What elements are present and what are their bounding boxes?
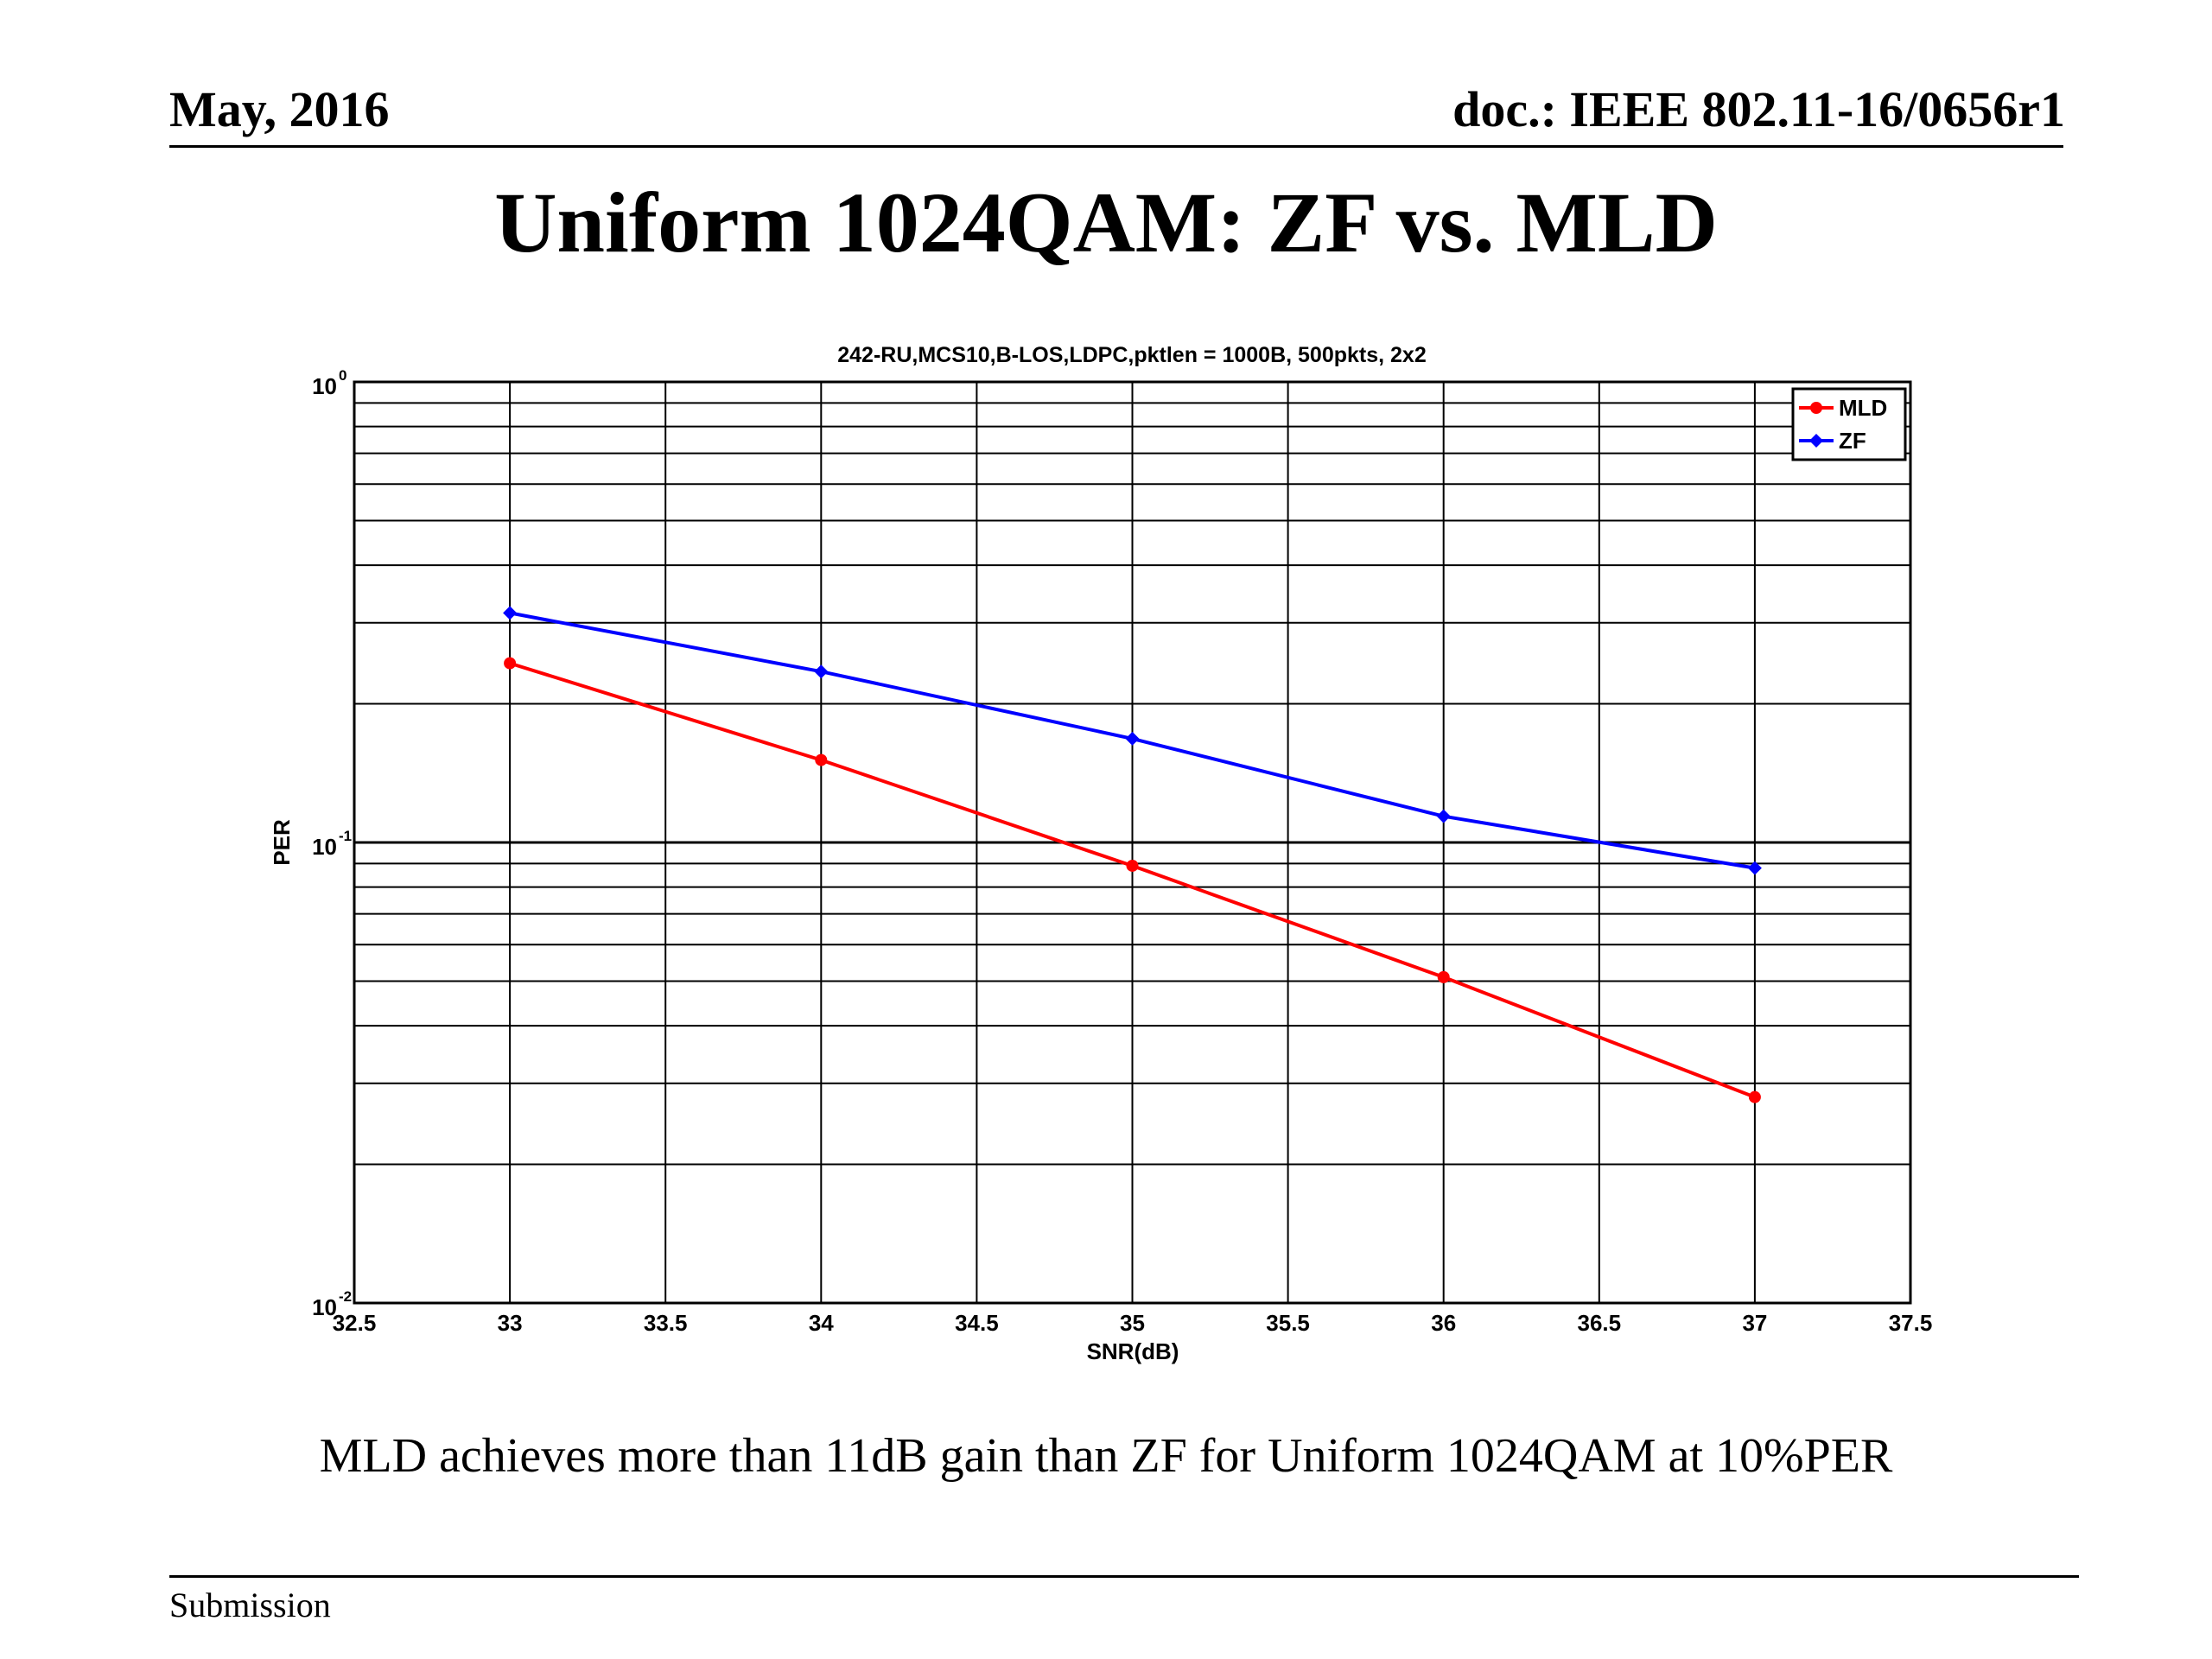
x-tick-label: 33 [498, 1310, 523, 1336]
footer-rule [169, 1575, 2079, 1578]
chart-grid [354, 382, 1910, 1303]
x-tick-label: 36 [1431, 1310, 1456, 1336]
x-tick-label: 34 [809, 1310, 834, 1336]
data-point-mld [504, 657, 517, 670]
x-tick-label: 33.5 [644, 1310, 688, 1336]
x-tick-label: 36.5 [1577, 1310, 1621, 1336]
x-tick-label: 37.5 [1889, 1310, 1933, 1336]
data-point-mld [1126, 859, 1139, 872]
data-point-mld [1437, 970, 1450, 983]
x-tick-label: 34.5 [955, 1310, 999, 1336]
x-tick-label: 37 [1742, 1310, 1767, 1336]
y-tick-label: 10 [312, 834, 337, 860]
plot-frame [353, 380, 1912, 1305]
chart-series [503, 606, 1762, 1103]
legend-label-mld: MLD [1839, 395, 1887, 421]
y-tick-label: 10 [312, 1294, 337, 1320]
x-tick-label: 35.5 [1266, 1310, 1310, 1336]
y-axis-label: PER [269, 819, 295, 866]
y-tick-exponent: 0 [339, 367, 346, 384]
chart-legend: MLD ZF [1791, 387, 1907, 461]
data-point-mld [815, 753, 828, 766]
slide-caption: MLD achieves more than 11dB gain than ZF… [319, 1429, 1893, 1483]
x-tick-label: 35 [1120, 1310, 1145, 1336]
y-tick-label: 10 [312, 373, 337, 399]
header-doc-id: doc.: IEEE 802.11-16/0656r1 [1452, 81, 2065, 137]
x-axis-label: SNR(dB) [1087, 1338, 1179, 1364]
header-rule [169, 145, 2063, 148]
slide-title: Uniform 1024QAM: ZF vs. MLD [494, 175, 1718, 270]
footer-label: Submission [169, 1586, 331, 1624]
legend-marker-mld [1810, 402, 1822, 414]
x-tick-label: 32.5 [333, 1310, 377, 1336]
chart-ticks: 32.5 33 33.5 34 34.5 35 35.5 36 36.5 37 37.510 010-… [312, 367, 1932, 1336]
legend-box [1791, 387, 1907, 461]
data-point-mld [1748, 1090, 1761, 1103]
legend-label-zf: ZF [1839, 428, 1866, 454]
data-point-zf [814, 664, 829, 679]
y-tick-exponent: -1 [339, 828, 352, 844]
data-point-zf [1125, 731, 1140, 746]
header-date: May, 2016 [169, 81, 390, 137]
y-tick-exponent: -2 [339, 1288, 352, 1305]
data-point-zf [1436, 809, 1451, 823]
legend-marker-zf [1809, 434, 1823, 448]
data-point-zf [503, 606, 518, 620]
chart-title: 242-RU,MCS10,B-LOS,LDPC,pktlen = 1000B, … [837, 343, 1427, 367]
data-point-zf [1747, 861, 1762, 875]
